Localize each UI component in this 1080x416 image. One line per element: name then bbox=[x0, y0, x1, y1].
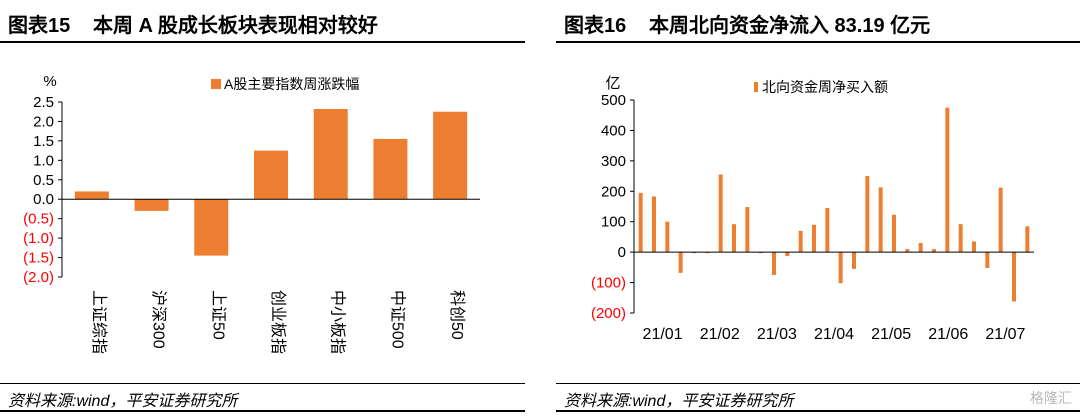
figure-16-title: 本周北向资金净流入 83.19 亿元 bbox=[649, 15, 931, 37]
bar-week bbox=[798, 230, 803, 253]
y-tick-label: (1.5) bbox=[23, 250, 54, 267]
figure-15-source: 资料来源:wind，平安证券研究所 bbox=[8, 393, 238, 410]
bar-沪深300 bbox=[134, 199, 169, 211]
bar-week bbox=[638, 192, 643, 253]
bar-week bbox=[838, 252, 843, 284]
x-tick-label: 21/05 bbox=[871, 326, 911, 343]
bar-week bbox=[678, 252, 683, 273]
bar-上证50 bbox=[194, 199, 229, 256]
y-tick-label: 0 bbox=[618, 244, 626, 261]
figure-16-panel: 图表16 本周北向资金净流入 83.19 亿元 亿 500 400 300 200 100… bbox=[556, 0, 1080, 416]
legend-swatch bbox=[211, 79, 221, 89]
y-tick-label: 500 bbox=[601, 92, 626, 109]
bar-中证500 bbox=[373, 138, 408, 200]
bar-week bbox=[1012, 252, 1016, 302]
bar-week bbox=[745, 207, 750, 253]
figure-15-header: 图表15 本周 A 股成长板块表现相对较好 bbox=[0, 0, 525, 43]
index-return-chart: % 2.5 2.0 1.5 1.0 0.5 0.0 (0.5) (1.0) (1.5) (2.0) 上… bbox=[23, 73, 480, 354]
x-tick-label: 21/01 bbox=[643, 326, 683, 343]
bar-创业板指 bbox=[254, 150, 288, 200]
bar-week bbox=[865, 176, 870, 253]
x-tick-label: 21/07 bbox=[985, 326, 1025, 343]
bar-week bbox=[905, 249, 910, 253]
bar-week bbox=[958, 224, 963, 253]
watermark-logo: 格隆汇 bbox=[1030, 390, 1072, 406]
y-tick-label: 0.0 bbox=[33, 191, 54, 208]
bar-week bbox=[892, 214, 896, 253]
y-tick-label: (2.0) bbox=[23, 269, 54, 286]
y-tick-label: 1.5 bbox=[33, 133, 54, 150]
x-tick-label: 中证500 bbox=[388, 290, 406, 349]
bar-week bbox=[812, 224, 816, 253]
bar-week bbox=[652, 196, 656, 253]
legend-label: A股主要指数周涨跌幅 bbox=[224, 76, 359, 92]
x-tick-label: 上证50 bbox=[209, 290, 227, 340]
x-tick-label: 沪深300 bbox=[150, 290, 168, 349]
y-tick-label: 400 bbox=[601, 122, 626, 139]
x-tick-label: 中小板指 bbox=[329, 290, 347, 354]
bar-week bbox=[665, 221, 670, 253]
figure-15-label: 图表15 bbox=[8, 15, 71, 37]
bar-week bbox=[852, 252, 856, 269]
x-tick-label: 21/04 bbox=[814, 326, 854, 343]
figure-16-source: 资料来源:wind，平安证券研究所 bbox=[564, 393, 794, 410]
bar-科创50 bbox=[433, 111, 468, 200]
bar-上证综指 bbox=[74, 191, 109, 200]
y-tick-label: (200) bbox=[591, 305, 626, 322]
bar-week bbox=[785, 252, 790, 257]
bar-中小板指 bbox=[313, 109, 348, 200]
y-tick-label: 300 bbox=[601, 153, 626, 170]
bar-week bbox=[878, 187, 883, 253]
y-tick-label: 0.5 bbox=[33, 172, 54, 189]
figure-16-label: 图表16 bbox=[564, 15, 627, 37]
figure-16-header: 图表16 本周北向资金净流入 83.19 亿元 bbox=[556, 0, 1080, 43]
x-tick-label: 上证综指 bbox=[90, 290, 108, 354]
bar-week bbox=[945, 107, 950, 253]
figure-15-title: 本周 A 股成长板块表现相对较好 bbox=[93, 15, 378, 37]
bar-week bbox=[772, 252, 776, 275]
figure-15-panel: 图表15 本周 A 股成长板块表现相对较好 % 2.5 2.0 1.5 1.0 0.5 0.… bbox=[0, 0, 525, 416]
y-tick-label: 200 bbox=[601, 183, 626, 200]
y-unit-label: % bbox=[43, 73, 56, 90]
y-tick-label: 2.0 bbox=[33, 113, 54, 130]
x-tick-label: 21/03 bbox=[757, 326, 797, 343]
y-tick-label: 2.5 bbox=[33, 94, 54, 111]
legend-label: 北向资金周净买入额 bbox=[762, 79, 888, 95]
bar-week bbox=[932, 249, 936, 253]
bar-week bbox=[825, 208, 830, 253]
bar-week bbox=[732, 224, 736, 253]
y-tick-label: (100) bbox=[591, 275, 626, 292]
figure-16-footer: 资料来源:wind，平安证券研究所 格隆汇 bbox=[556, 383, 1080, 412]
y-tick-label: (1.0) bbox=[23, 230, 54, 247]
x-tick-label: 科创50 bbox=[448, 290, 466, 340]
y-unit-label: 亿 bbox=[605, 75, 620, 92]
x-tick-label: 21/06 bbox=[928, 326, 968, 343]
y-tick-label: (0.5) bbox=[23, 211, 54, 228]
bar-week bbox=[985, 252, 990, 268]
bar-week bbox=[718, 174, 723, 253]
bar-week bbox=[1025, 226, 1030, 253]
legend-swatch bbox=[754, 82, 758, 92]
y-tick-label: 100 bbox=[601, 214, 626, 231]
bar-week bbox=[918, 243, 923, 253]
y-tick-label: 1.0 bbox=[33, 152, 54, 169]
bar-week bbox=[972, 241, 976, 253]
bar-week bbox=[998, 187, 1003, 253]
x-tick-label: 21/02 bbox=[700, 326, 740, 343]
figure-15-footer: 资料来源:wind，平安证券研究所 bbox=[0, 383, 525, 412]
x-tick-label: 创业板指 bbox=[269, 290, 287, 354]
